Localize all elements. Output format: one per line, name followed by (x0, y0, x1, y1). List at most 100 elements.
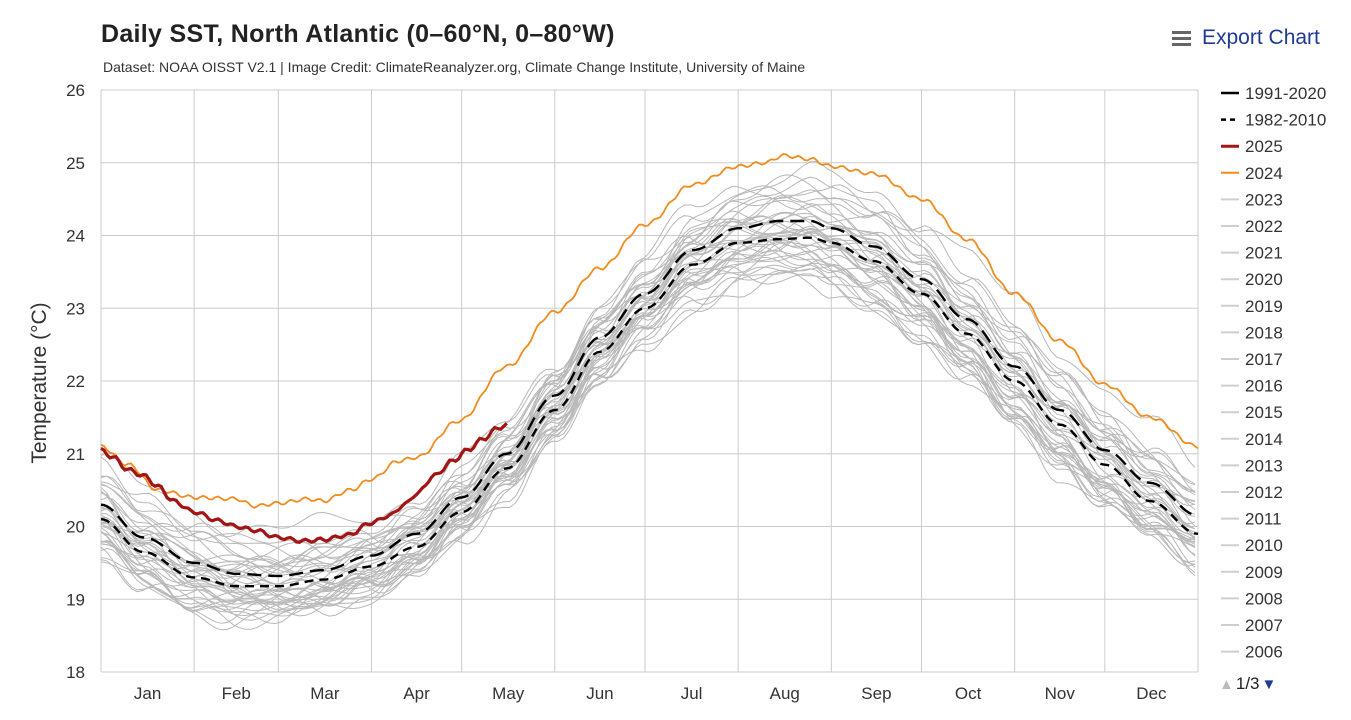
legend-label: 2007 (1245, 616, 1283, 635)
legend-label: 2011 (1245, 510, 1282, 529)
series-line-2012 (100, 203, 1196, 579)
series-line-2014 (100, 200, 1196, 588)
legend-label: 2015 (1245, 403, 1283, 422)
legend-label: 2009 (1245, 563, 1283, 582)
legend-label: 2020 (1245, 270, 1283, 289)
x-tick-label: Feb (222, 684, 251, 703)
x-tick-label: Sep (861, 684, 891, 703)
legend-label: 1982-2010 (1245, 111, 1326, 130)
legend-label: 1991-2020 (1245, 84, 1326, 103)
legend-label: 2022 (1245, 217, 1283, 236)
series-line-2023 (100, 161, 1196, 538)
x-tick-label: Dec (1136, 684, 1167, 703)
legend-item-1982-2010[interactable]: 1982-2010 (1221, 111, 1326, 130)
legend-label: 2016 (1245, 377, 1283, 396)
y-tick-label: 23 (66, 299, 85, 318)
legend[interactable]: 1991-2020 1982-2010 2025 2024 2023 2022 2021 20… (1221, 84, 1326, 662)
series-line-1986 (100, 271, 1196, 617)
legend-page-label: 1/3 (1235, 674, 1260, 693)
legend-item-1991-2020[interactable]: 1991-2020 (1221, 84, 1326, 103)
series-line-1994 (100, 264, 1196, 630)
legend-item-2013[interactable]: 2013 (1221, 456, 1283, 475)
legend-item-2016[interactable]: 2016 (1221, 377, 1283, 396)
legend-label: 2014 (1245, 430, 1283, 449)
legend-label: 2019 (1245, 297, 1283, 316)
series-line-2025 (100, 422, 508, 544)
triangle-up-icon[interactable]: ▲ (1219, 675, 1234, 693)
x-tick-label: Nov (1045, 684, 1076, 703)
chart-title: Daily SST, North Atlantic (0–60°N, 0–80°… (101, 20, 615, 48)
series-line-2010 (100, 195, 1196, 561)
triangle-down-icon[interactable]: ▼ (1261, 675, 1277, 693)
axes: 18 19 20 21 22 23 24 25 26 Jan Feb Mar Apr May Jun Jul A… (28, 81, 1167, 703)
series-line-2015 (100, 189, 1196, 572)
series-line-1982 (100, 250, 1196, 631)
legend-item-2022[interactable]: 2022 (1221, 217, 1283, 236)
legend-item-2014[interactable]: 2014 (1221, 430, 1283, 449)
legend-item-2007[interactable]: 2007 (1221, 616, 1283, 635)
legend-item-2012[interactable]: 2012 (1221, 483, 1283, 502)
y-tick-label: 24 (66, 227, 85, 246)
chart-subtitle: Dataset: NOAA OISST V2.1 | Image Credit:… (103, 59, 806, 75)
series-line-1984 (100, 250, 1196, 613)
series-line-1995 (100, 220, 1196, 610)
x-tick-label: Apr (403, 684, 430, 703)
series-line-1991 (100, 254, 1196, 601)
legend-item-2024[interactable]: 2024 (1221, 164, 1283, 183)
series-line-2011 (100, 220, 1196, 578)
legend-item-2023[interactable]: 2023 (1221, 190, 1283, 209)
x-tick-label: Jun (586, 684, 613, 703)
series-line-2008 (100, 212, 1196, 598)
series-line-2020 (100, 176, 1196, 574)
legend-item-2021[interactable]: 2021 (1221, 244, 1283, 263)
legend-label: 2012 (1245, 483, 1283, 502)
y-tick-label: 26 (66, 81, 85, 100)
legend-pager[interactable]: ▲ 1/3 ▼ (1219, 674, 1276, 694)
x-tick-label: May (492, 684, 525, 703)
x-tick-label: Aug (770, 684, 800, 703)
legend-label: 2006 (1245, 643, 1283, 662)
series-line-2013 (100, 222, 1196, 595)
legend-item-2017[interactable]: 2017 (1221, 350, 1283, 369)
legend-label: 2024 (1245, 164, 1283, 183)
legend-item-2015[interactable]: 2015 (1221, 403, 1283, 422)
export-chart-button[interactable]: Export Chart (1172, 26, 1320, 50)
series-line-1985 (100, 266, 1196, 606)
x-tick-label: Jul (681, 684, 703, 703)
legend-item-2006[interactable]: 2006 (1221, 643, 1283, 662)
legend-item-2010[interactable]: 2010 (1221, 536, 1283, 555)
legend-item-2009[interactable]: 2009 (1221, 563, 1283, 582)
legend-item-2011[interactable]: 2011 (1221, 510, 1282, 529)
legend-label: 2021 (1245, 244, 1283, 263)
legend-label: 2017 (1245, 350, 1283, 369)
legend-label: 2018 (1245, 323, 1283, 342)
y-tick-label: 25 (66, 154, 85, 173)
series-line-2003 (100, 211, 1196, 585)
y-tick-label: 20 (66, 518, 85, 537)
y-tick-label: 18 (66, 663, 85, 682)
highlight-series (100, 152, 1199, 588)
export-chart-label: Export Chart (1202, 26, 1320, 49)
y-axis-label: Temperature (°C) (28, 302, 51, 463)
series-line-1991-2020 (100, 219, 1199, 578)
legend-item-2019[interactable]: 2019 (1221, 297, 1283, 316)
legend-label: 2025 (1245, 137, 1283, 156)
series-line-2024 (100, 152, 1199, 509)
legend-label: 2013 (1245, 456, 1283, 475)
legend-label: 2023 (1245, 190, 1283, 209)
legend-item-2020[interactable]: 2020 (1221, 270, 1283, 289)
x-tick-label: Oct (955, 684, 982, 703)
y-tick-label: 19 (66, 590, 85, 609)
series-line-1996 (100, 237, 1196, 610)
legend-label: 2010 (1245, 536, 1283, 555)
historical-series (100, 161, 1196, 631)
series-line-1982-2010 (100, 236, 1199, 588)
x-tick-label: Jan (134, 684, 161, 703)
legend-item-2018[interactable]: 2018 (1221, 323, 1283, 342)
legend-item-2025[interactable]: 2025 (1221, 137, 1283, 156)
y-tick-label: 22 (66, 372, 85, 391)
x-tick-label: Mar (310, 684, 340, 703)
legend-item-2008[interactable]: 2008 (1221, 589, 1283, 608)
series-line-2022 (100, 174, 1196, 560)
